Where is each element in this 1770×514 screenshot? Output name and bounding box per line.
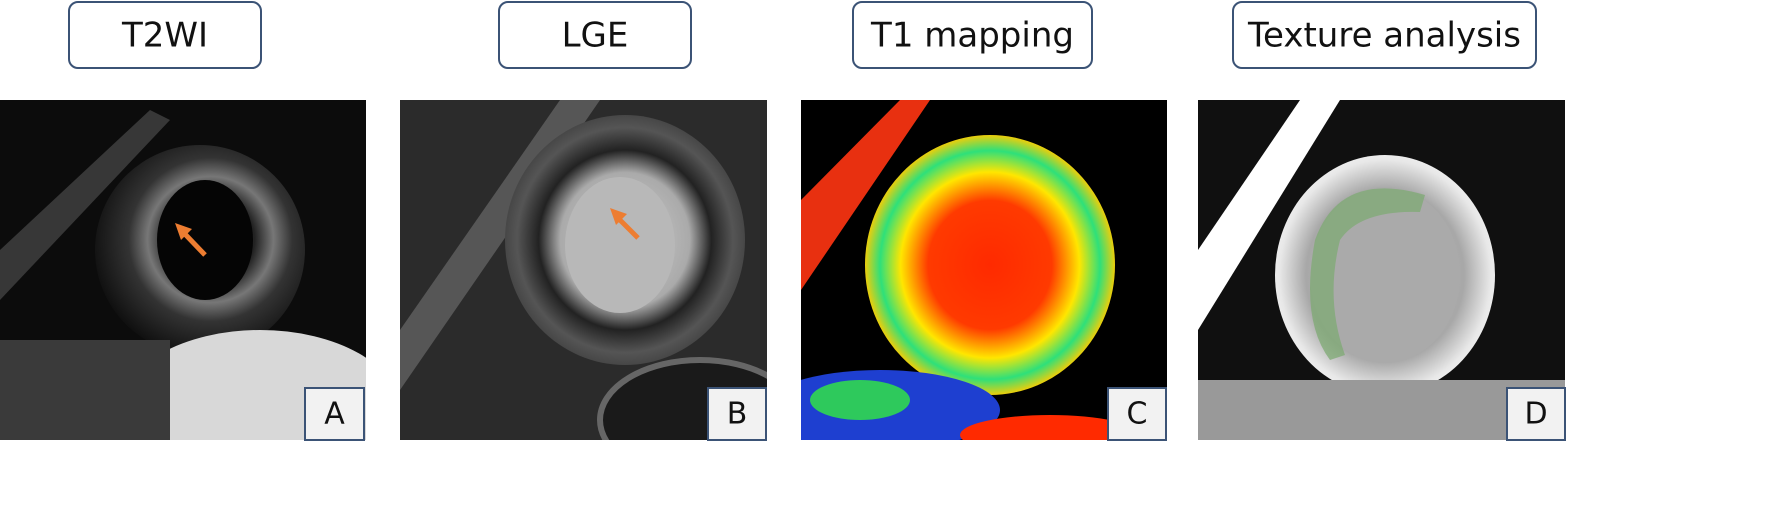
panel-title: Texture analysis bbox=[1247, 16, 1521, 56]
image-a bbox=[0, 100, 366, 440]
panel-letter: B bbox=[727, 397, 748, 432]
letter-box bbox=[304, 387, 365, 441]
title-box bbox=[852, 1, 1093, 69]
image-d bbox=[1198, 100, 1565, 440]
panel-letter: A bbox=[324, 397, 345, 432]
panel-c: T1 mapping C bbox=[852, 1, 1167, 441]
title-box bbox=[498, 1, 692, 69]
panel-letter: D bbox=[1524, 397, 1547, 432]
panel-d: Texture analysis D bbox=[1232, 1, 1566, 441]
title-box bbox=[68, 1, 262, 69]
letter-box bbox=[1506, 387, 1566, 441]
panel-a: T2WI A bbox=[68, 1, 365, 441]
panel-letter: C bbox=[1127, 397, 1148, 432]
image-b bbox=[400, 100, 767, 440]
panel-title: T2WI bbox=[121, 16, 208, 56]
panel-title: T1 mapping bbox=[870, 16, 1074, 56]
letter-box bbox=[1107, 387, 1167, 441]
image-c bbox=[801, 100, 1167, 440]
letter-box bbox=[707, 387, 767, 441]
title-box bbox=[1232, 1, 1537, 69]
panel-title: LGE bbox=[562, 16, 629, 56]
panel-b: LGE B bbox=[498, 1, 767, 441]
